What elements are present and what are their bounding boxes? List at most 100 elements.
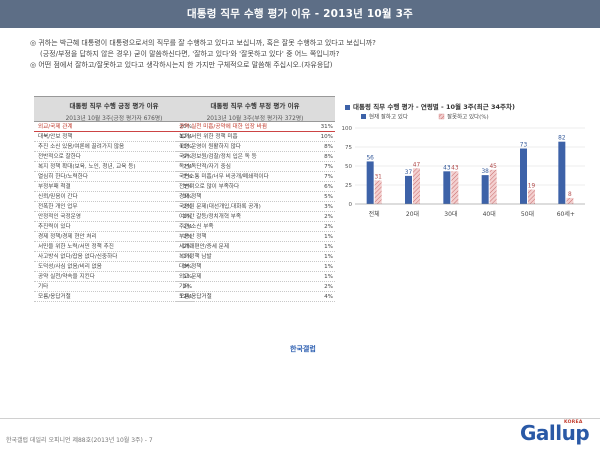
- x-category-label: 20대: [406, 210, 419, 218]
- negative-reason-label: 대북 정책: [179, 264, 202, 270]
- bar-disapprove-value: 43: [451, 165, 459, 171]
- negative-reason-percent: 7%: [324, 174, 333, 180]
- positive-reason-label: 서민을 위한 노력/서민 정책 추진: [38, 244, 114, 250]
- bar-approve-value: 37: [405, 170, 413, 176]
- positive-reason-label: 안정적인 국정운영: [38, 214, 81, 220]
- positive-reason-label: 부정부패 척결: [38, 184, 71, 190]
- x-category-label: 40대: [483, 210, 496, 218]
- positive-reason-percent: 2%: [183, 204, 192, 210]
- negative-row: 세계개편안/증세 문제 1%: [175, 242, 335, 252]
- bar-approve: [443, 171, 451, 204]
- positive-reasons-table: 대통령 직무 수행 긍정 평가 이유 2013년 10월 3주(긍정 평가자 6…: [34, 96, 194, 302]
- negative-reason-percent: 2%: [324, 224, 333, 230]
- negative-reason-percent: 1%: [324, 274, 333, 280]
- negative-reason-percent: 6%: [324, 184, 333, 190]
- positive-reason-percent: 2%: [183, 234, 192, 240]
- y-tick-label: 0: [349, 202, 353, 208]
- positive-reason-percent: 12%: [179, 134, 192, 140]
- bar-approve: [558, 141, 566, 204]
- bar-approve-value: 56: [366, 155, 374, 161]
- negative-reason-label: 독선/독단적/자기 중심: [179, 164, 231, 170]
- negative-reason-label: 경제 정책: [179, 194, 202, 200]
- positive-reason-label: 대북/안보 정책: [38, 134, 73, 140]
- negative-reason-percent: 1%: [324, 264, 333, 270]
- negative-reason-percent: 1%: [324, 234, 333, 240]
- positive-reason-label: 모름/응답거절: [38, 294, 71, 300]
- positive-reason-label: 사고방식 없다/잡음 없다/신중하다: [38, 254, 118, 260]
- positive-row: 공약 실천/약속을 지킨다 1%: [34, 272, 194, 282]
- positive-reason-label: 열심히 한다/노력한다: [38, 174, 88, 180]
- positive-reason-percent: 1%: [183, 264, 192, 270]
- legend-label-approve: 현재 잘하고 있다: [369, 113, 408, 121]
- negative-row: 부동산 정책 1%: [175, 232, 335, 242]
- negative-reason-label: 국민소통 미흡/너무 비공개/폐쇄적이다: [179, 174, 269, 180]
- x-category-label: 50대: [521, 210, 534, 218]
- positive-row: 기타 2%: [34, 282, 194, 292]
- footer-note: 한국갤럽 데일리 오피니언 제88호(2013년 10월 3주) - 7: [6, 437, 153, 444]
- negative-row: 복지/서민 위한 정책 미흡 10%: [175, 132, 335, 142]
- negative-reason-label: 주관/소신 부족: [179, 224, 214, 230]
- positive-row: 사고방식 없다/잡음 없다/신중하다 1%: [34, 252, 194, 262]
- negative-reason-percent: 8%: [324, 154, 333, 160]
- negative-reason-label: 부동산 정책: [179, 234, 207, 240]
- y-tick-label: 50: [345, 164, 352, 170]
- negative-table-header: 대통령 직무 수행 부정 평가 이유 2013년 10월 3주(부정 평가자 3…: [175, 96, 335, 122]
- bar-disapprove: [374, 180, 382, 204]
- positive-row: 추진력이 있다 2%: [34, 222, 194, 232]
- negative-reason-label: 국가 정보원/검찰/정치 입은 독 등: [179, 154, 257, 160]
- bar-approve-value: 43: [443, 165, 451, 171]
- positive-row: 전폭한 개인 업무 2%: [34, 202, 194, 212]
- positive-table-title: 대통령 직무 수행 긍정 평가 이유: [69, 102, 159, 110]
- positive-reason-label: 경제 정책/경제 현안 처리: [38, 234, 97, 240]
- bar-disapprove-value: 47: [413, 162, 421, 168]
- bar-disapprove: [451, 171, 459, 204]
- negative-reason-percent: 7%: [324, 164, 333, 170]
- positive-row: 도덕성/사심 없음/비리 없음 1%: [34, 262, 194, 272]
- positive-row: 신뢰/믿음이 간다 3%: [34, 192, 194, 202]
- positive-reason-percent: 9%: [183, 154, 192, 160]
- negative-row: 국정 운영이 원활하지 않다 8%: [175, 142, 335, 152]
- negative-reason-percent: 10%: [320, 134, 333, 140]
- negative-reason-percent: 31%: [320, 124, 333, 130]
- positive-reason-label: 신뢰/믿음이 간다: [38, 194, 78, 200]
- page-title: 대통령 직무 수행 평가 이유 - 2013년 10월 3주: [0, 0, 600, 28]
- positive-row: 안정적인 국정운영 2%: [34, 212, 194, 222]
- negative-reason-label: 모름/응답거절: [179, 294, 212, 300]
- bar-disapprove-value: 19: [528, 184, 536, 190]
- bar-approve-value: 38: [481, 169, 489, 175]
- gallup-logo-korea: KOREA: [564, 420, 583, 425]
- negative-reasons-list: 공약 실천 미흡/공약에 대한 입장 바뀜 31% 복지/서민 위한 정책 미흡 10…: [175, 122, 335, 302]
- negative-reason-percent: 5%: [324, 194, 333, 200]
- footer-divider: [0, 418, 600, 419]
- negative-reason-label: 국정원 문제(대선개입,대화록 공개): [179, 204, 261, 210]
- positive-reason-percent: 3%: [183, 194, 192, 200]
- legend-swatch-approve: [361, 114, 366, 119]
- negative-row: 경제 정책 5%: [175, 192, 335, 202]
- positive-row: 복지 정책 확대(보육, 노인, 청년, 교육 등) 7%: [34, 162, 194, 172]
- positive-reason-percent: 2%: [183, 224, 192, 230]
- positive-row: 대북/안보 정책 12%: [34, 132, 194, 142]
- gallup-korea-label: 한국갤럽: [290, 345, 316, 353]
- bar-disapprove: [489, 169, 497, 204]
- negative-reason-percent: 2%: [324, 284, 333, 290]
- positive-reason-label: 복지 정책 확대(보육, 노인, 청년, 교육 등): [38, 164, 136, 170]
- negative-reason-label: 복지정책 남발: [179, 254, 212, 260]
- negative-reason-label: 여야간 갈등/정치개혁 부족: [179, 214, 242, 220]
- positive-reasons-list: 외교/국제 관계 20% 대북/안보 정책 12% 추진 소신 있음/여론에 끌려가지 …: [34, 122, 194, 302]
- bar-disapprove: [528, 189, 535, 204]
- positive-reason-percent: 2%: [183, 214, 192, 220]
- gallup-logo: Gallup KOREA: [520, 420, 590, 445]
- bar-disapprove-value: 31: [374, 174, 382, 180]
- negative-reason-label: 기타: [179, 284, 190, 290]
- negative-table-title: 대통령 직무 수행 부정 평가 이유: [210, 102, 300, 110]
- survey-question: ◎ 귀하는 박근혜 대통령이 대통령으로서의 직무를 잘 수행하고 있다고 보십…: [30, 38, 590, 71]
- negative-row: 기타 2%: [175, 282, 335, 292]
- x-category-label: 전체: [369, 210, 380, 218]
- bar-approve: [405, 175, 412, 204]
- bar-approve-value: 82: [558, 136, 566, 142]
- y-tick-label: 100: [342, 126, 353, 132]
- positive-reason-percent: 20%: [179, 124, 192, 130]
- positive-row: 경제 정책/경제 현안 처리 2%: [34, 232, 194, 242]
- negative-reason-percent: 4%: [324, 294, 333, 300]
